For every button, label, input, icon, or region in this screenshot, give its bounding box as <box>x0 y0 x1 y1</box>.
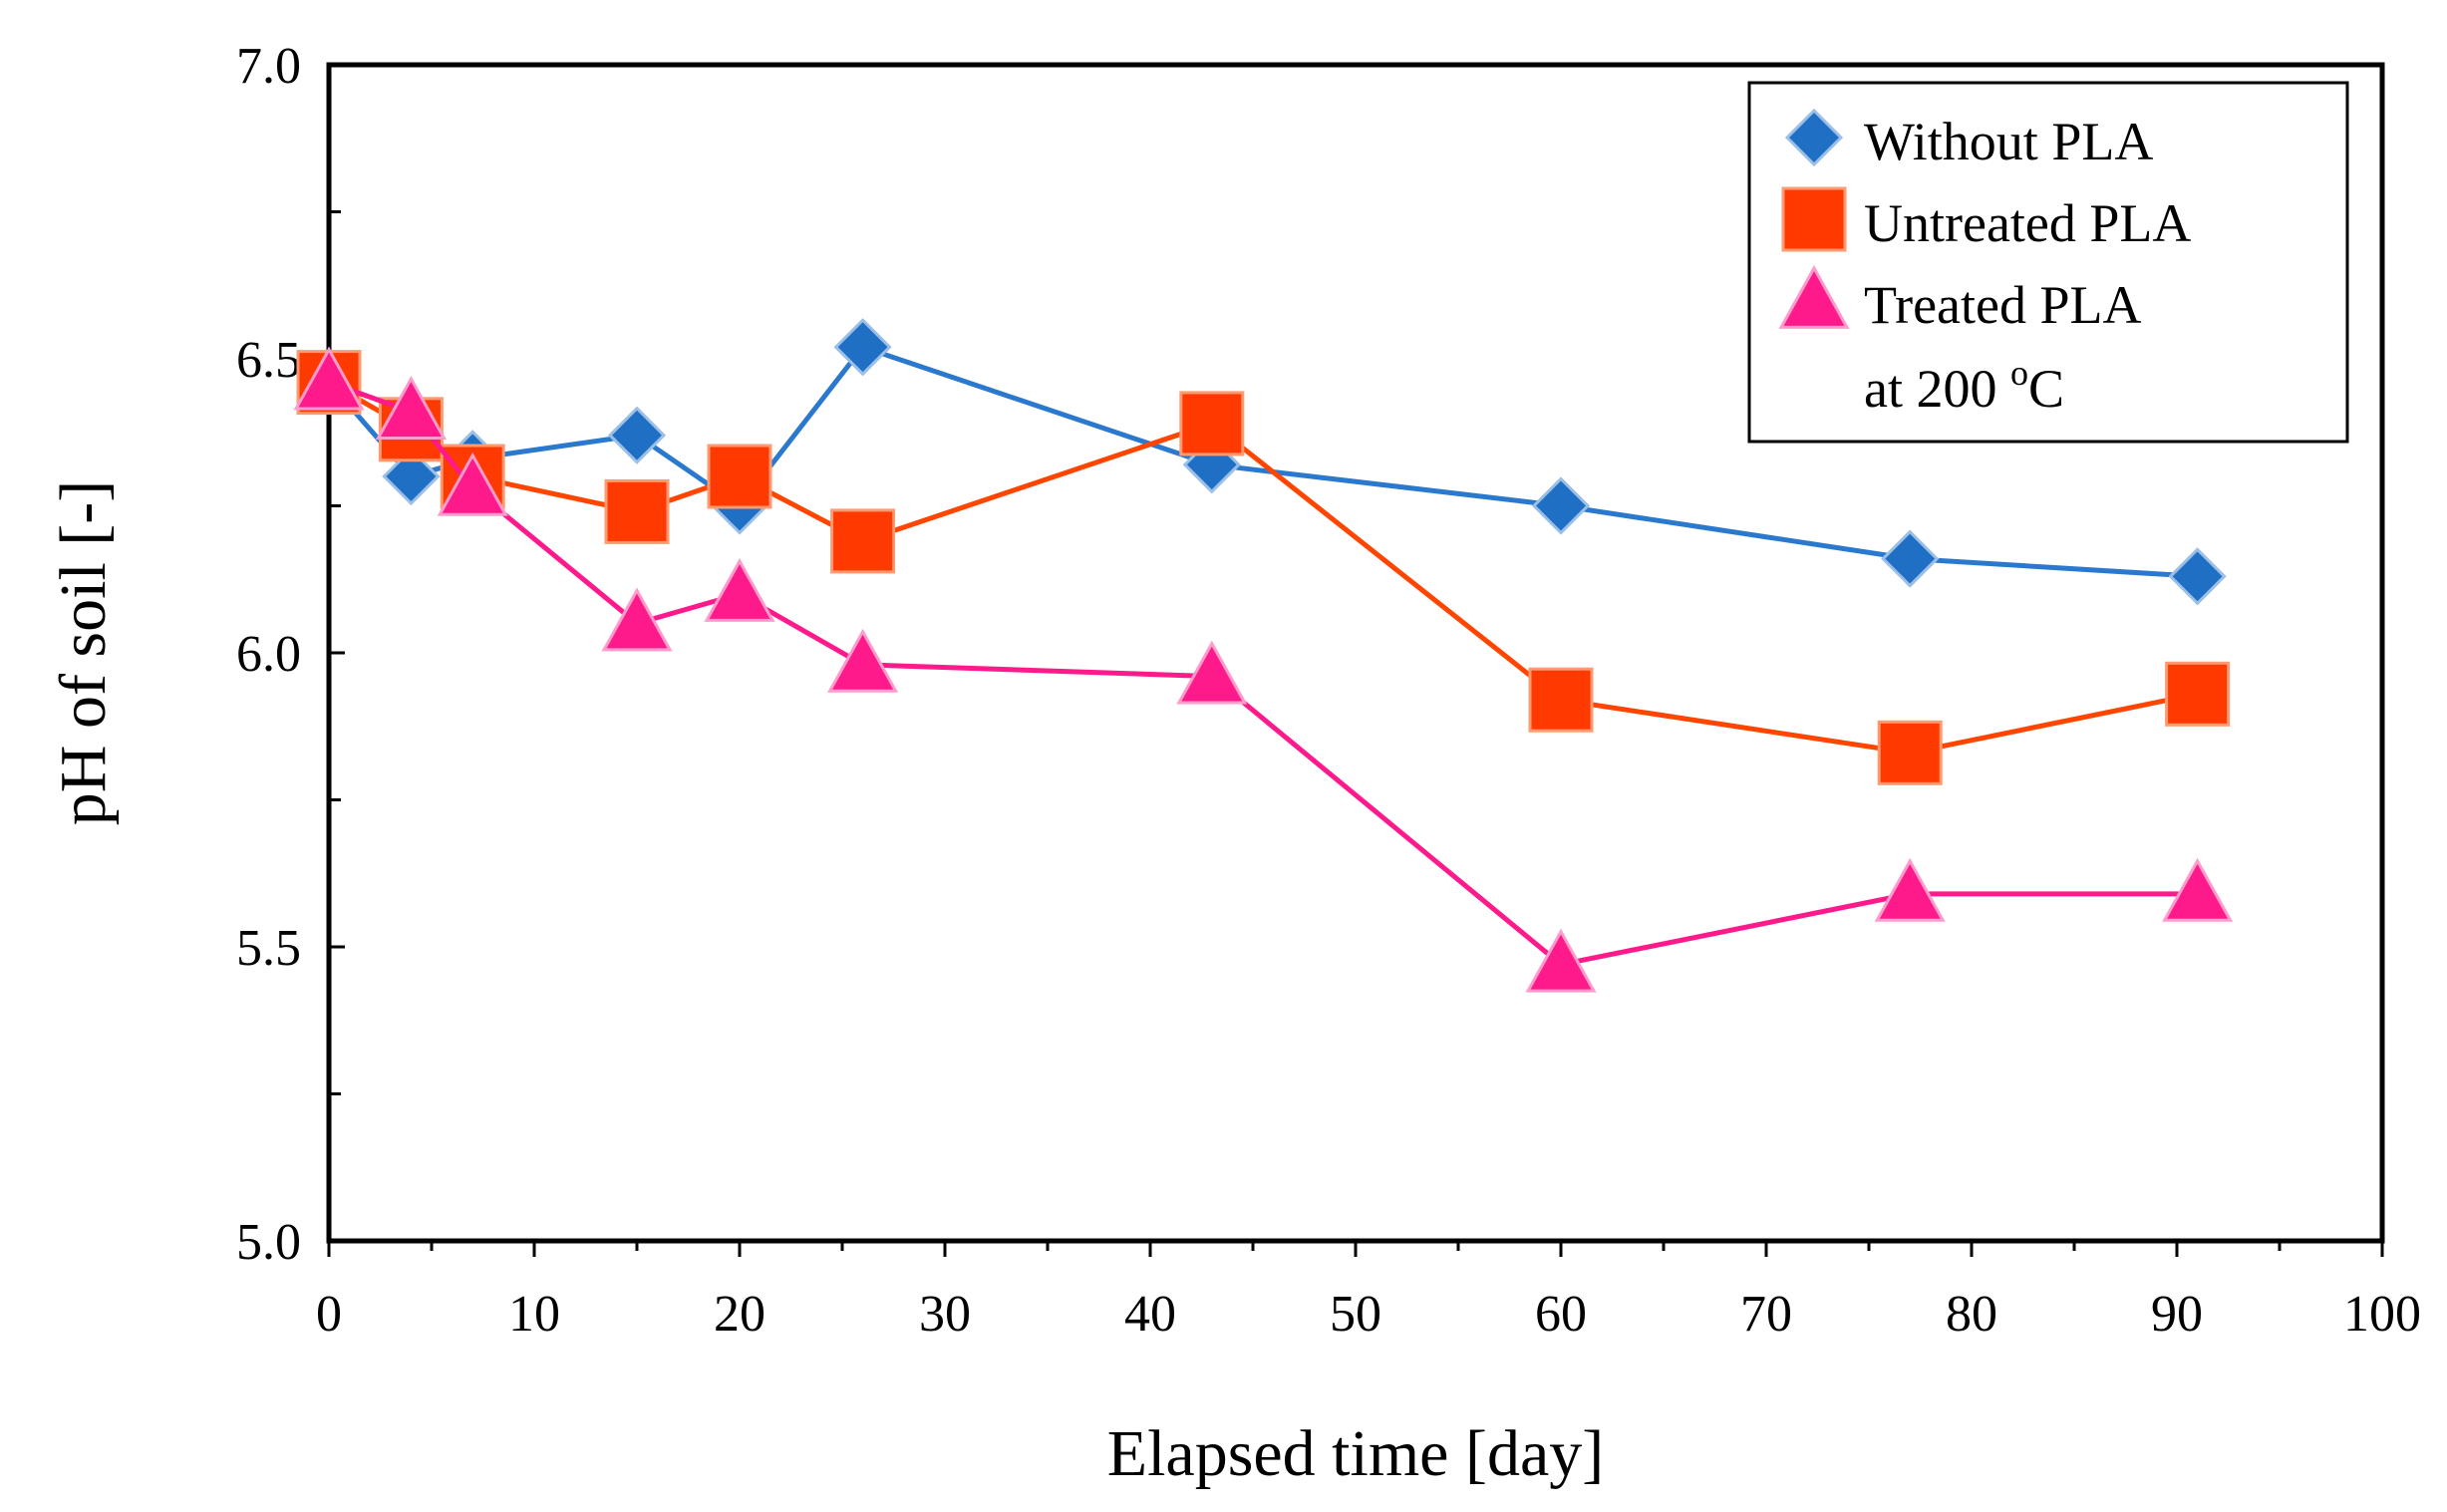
data-point-square <box>1877 720 1943 785</box>
data-point-square <box>2165 661 2231 727</box>
y-tick-label: 7.0 <box>236 38 301 95</box>
legend-extra-superscript: o <box>2010 353 2028 393</box>
x-tick-label: 70 <box>1740 1286 1792 1343</box>
legend: Without PLA Untreated PLA Treated PLA at 2… <box>1747 81 2349 444</box>
data-point-square <box>604 478 670 544</box>
legend-marker-triangle <box>1778 264 1850 329</box>
legend-label: Treated PLA <box>1864 275 2142 335</box>
x-tick-label: 80 <box>1946 1286 1997 1343</box>
series-line <box>328 380 2198 968</box>
x-tick-label: 60 <box>1535 1286 1587 1343</box>
y-tick-label: 5.0 <box>236 1214 301 1271</box>
x-tick-label: 40 <box>1124 1286 1176 1343</box>
data-point-triangle <box>704 557 775 622</box>
x-tick-label: 0 <box>316 1286 342 1343</box>
x-tick-label: 100 <box>2343 1286 2421 1343</box>
y-tick-label: 6.5 <box>236 332 301 389</box>
legend-label: Without PLA <box>1864 112 2153 171</box>
x-tick-label: 10 <box>508 1286 560 1343</box>
data-point-diamond <box>2168 547 2227 606</box>
data-point-triangle <box>293 346 365 411</box>
data-point-triangle <box>827 628 899 693</box>
data-point-triangle <box>601 587 673 652</box>
y-axis-title: pH of soil [-] <box>47 480 120 825</box>
y-tick-label: 5.5 <box>236 920 301 977</box>
x-tick-label: 30 <box>919 1286 971 1343</box>
data-point-diamond <box>1881 529 1940 588</box>
x-tick-label: 90 <box>2151 1286 2203 1343</box>
data-point-triangle <box>1176 640 1248 705</box>
legend-label: Untreated PLA <box>1864 193 2191 253</box>
x-tick-label: 50 <box>1330 1286 1381 1343</box>
y-tick-label: 6.0 <box>236 626 301 683</box>
data-point-diamond <box>833 318 892 377</box>
data-point-square <box>707 444 772 509</box>
legend-extra-prefix: at 200 <box>1864 359 2010 419</box>
data-point-diamond <box>607 406 667 464</box>
legend-marker-square <box>1781 186 1847 252</box>
legend-marker-diamond <box>1784 108 1844 167</box>
legend-items: Without PLA Untreated PLA Treated PLA <box>1778 108 2191 335</box>
data-point-square <box>1179 391 1245 456</box>
data-point-triangle <box>375 376 447 440</box>
legend-box <box>1747 81 2349 444</box>
data-point-diamond <box>1531 476 1591 535</box>
x-axis-title: Elapsed time [day] <box>1107 1417 1604 1490</box>
data-point-triangle <box>2162 857 2234 922</box>
data-point-square <box>830 508 896 574</box>
y-ticks: 5.0 5.5 6.0 6.5 7.0 <box>236 38 345 1271</box>
x-tick-label: 20 <box>714 1286 765 1343</box>
data-point-triangle <box>1874 857 1946 922</box>
legend-extra-suffix: C <box>2028 359 2064 419</box>
data-point-square <box>1528 667 1594 733</box>
data-point-diamond <box>382 447 441 506</box>
data-point-triangle <box>437 452 508 516</box>
x-ticks: 0 10 20 30 40 50 60 70 80 90 100 <box>316 1241 2421 1343</box>
series-3 <box>293 346 2234 993</box>
series-layer <box>293 318 2234 993</box>
data-point-triangle <box>1525 928 1597 993</box>
legend-extra-line: at 200 oC <box>1864 353 2064 419</box>
